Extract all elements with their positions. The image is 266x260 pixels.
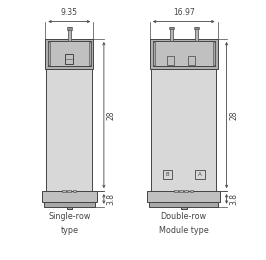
- Text: 3.8: 3.8: [229, 193, 238, 205]
- Bar: [195, 27, 198, 41]
- Text: 9.35: 9.35: [61, 8, 78, 17]
- Text: 3.8: 3.8: [106, 193, 115, 205]
- Text: type: type: [60, 226, 78, 235]
- Bar: [170, 27, 173, 41]
- Bar: [68, 190, 71, 192]
- Text: 16.97: 16.97: [173, 8, 194, 17]
- Bar: [48, 41, 91, 66]
- Bar: [68, 27, 71, 41]
- Bar: [190, 190, 193, 192]
- Bar: [163, 170, 172, 179]
- Bar: [194, 27, 198, 29]
- Bar: [45, 39, 93, 69]
- Bar: [179, 190, 183, 192]
- Bar: [169, 27, 173, 29]
- Bar: [67, 27, 72, 30]
- Text: B: B: [166, 172, 169, 177]
- Bar: [48, 42, 50, 65]
- Bar: [174, 190, 178, 192]
- Bar: [149, 202, 218, 207]
- Bar: [181, 207, 187, 209]
- Text: Module type: Module type: [159, 226, 209, 235]
- Bar: [150, 39, 218, 69]
- Bar: [167, 56, 174, 65]
- Bar: [89, 42, 91, 65]
- Text: A: A: [198, 172, 202, 177]
- Bar: [185, 190, 188, 192]
- Bar: [67, 207, 72, 209]
- Text: Double-row: Double-row: [161, 212, 207, 221]
- Bar: [47, 69, 92, 191]
- Bar: [62, 190, 66, 192]
- Bar: [152, 42, 155, 65]
- Bar: [152, 41, 215, 66]
- Bar: [44, 202, 95, 207]
- Bar: [188, 56, 196, 65]
- Text: 28: 28: [106, 110, 115, 120]
- Bar: [65, 54, 73, 64]
- Bar: [147, 191, 220, 202]
- Text: 28: 28: [229, 110, 238, 120]
- Bar: [73, 190, 76, 192]
- Bar: [213, 42, 215, 65]
- Bar: [195, 170, 205, 179]
- Text: Single-row: Single-row: [48, 212, 90, 221]
- Bar: [42, 191, 97, 202]
- Bar: [151, 69, 216, 191]
